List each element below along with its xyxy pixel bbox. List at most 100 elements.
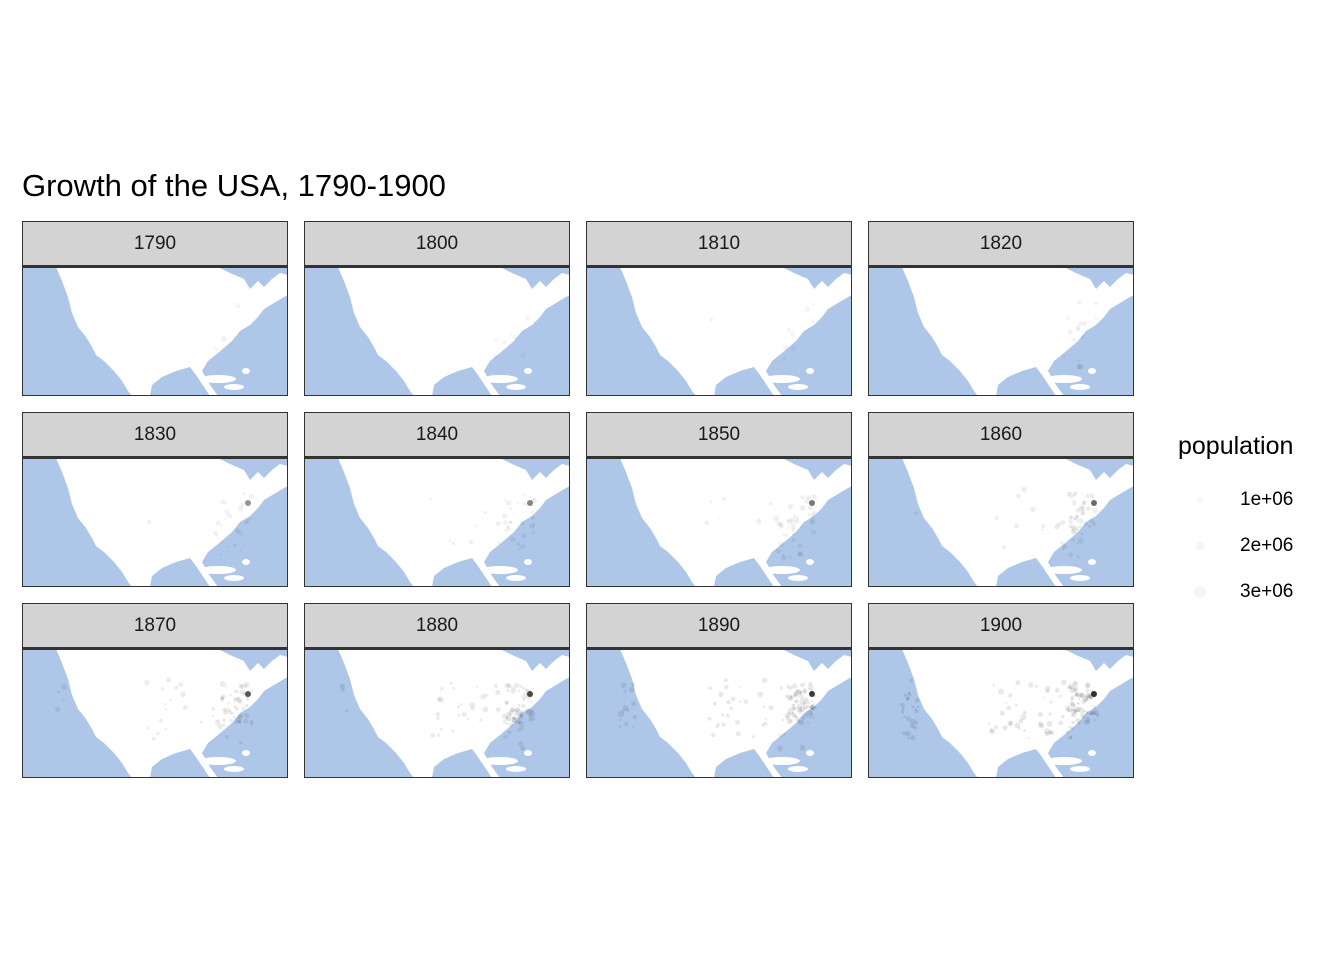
city-point [523,493,526,497]
city-point [812,716,815,719]
city-point [174,685,179,690]
city-point [1067,705,1071,709]
city-point [514,707,521,714]
city-point [797,551,804,558]
city-point [787,707,794,714]
city-point [807,513,811,517]
city-point [1086,712,1089,715]
city-point [224,517,227,521]
city-point [1059,694,1062,698]
city-point [522,523,526,526]
city-point [739,700,742,703]
city-point [1045,689,1050,694]
city-point [522,686,526,690]
city-point [519,543,526,550]
city-point [521,696,524,699]
city-point [795,689,800,694]
city-point [1061,714,1065,719]
city-point [1068,494,1073,499]
city-point [1086,506,1091,512]
legend-symbol [1197,497,1203,503]
city-point [1073,491,1078,496]
city-point [524,708,530,714]
city-point [989,728,996,735]
panel-frame [868,458,1134,587]
city-point [791,712,797,718]
city-point [512,334,518,340]
city-point-hub [809,500,815,506]
city-point-hub [245,500,251,506]
city-point [1030,506,1036,512]
city-point [797,706,803,713]
city-point [1076,702,1079,705]
land-north-america [902,267,1134,396]
city-point [776,360,779,363]
city-point [1066,316,1071,321]
island [200,566,236,574]
city-point [233,697,239,703]
city-point [1067,329,1073,335]
city-point [786,519,789,522]
city-point [1071,538,1075,542]
city-point [495,707,501,712]
city-point [762,705,766,709]
island [482,757,518,765]
island [764,566,800,574]
city-point [795,531,798,534]
city-point [511,717,518,723]
city-point [710,500,713,503]
city-point [1046,720,1053,727]
city-point [236,696,240,701]
city-point [1090,712,1094,716]
map-panel [304,267,570,396]
city-point [786,719,792,725]
city-point [1061,548,1064,551]
city-point [159,718,163,723]
city-point [812,302,815,306]
city-point [793,691,799,696]
city-point [345,709,349,713]
city-point [451,541,455,546]
city-point [902,731,907,736]
facet-strip-label: 1810 [586,221,852,266]
city-point [804,498,810,504]
city-point [531,531,536,535]
city-point [502,520,508,525]
city-point [743,699,749,704]
city-point [1068,519,1074,524]
city-point [1005,701,1008,704]
strip-divider [586,647,852,649]
city-point [239,721,242,725]
city-point [238,720,241,723]
legend-label: 2e+06 [1240,535,1294,556]
city-point [509,520,513,524]
city-point [506,683,512,688]
city-point [430,498,433,501]
city-point [811,513,815,518]
city-point [1075,514,1078,518]
island [806,750,814,756]
city-point [1080,503,1086,509]
map-panel [22,267,288,396]
city-point [797,551,803,557]
panel-frame [22,267,288,396]
city-point [1014,722,1021,729]
city-point [718,518,721,521]
city-point [440,686,444,690]
city-point [783,732,786,736]
city-point [793,692,799,698]
map-panel [22,649,288,778]
city-point [221,708,224,711]
city-point [440,727,443,731]
city-point [803,697,809,702]
facet-strip-label: 1830 [22,412,288,457]
city-point [810,704,816,711]
city-point [1066,708,1071,712]
city-point [761,723,765,727]
city-point [502,720,507,724]
city-point [793,346,796,349]
city-point [800,682,805,688]
city-point [716,722,720,726]
city-point [517,547,520,550]
city-point [1093,709,1100,716]
